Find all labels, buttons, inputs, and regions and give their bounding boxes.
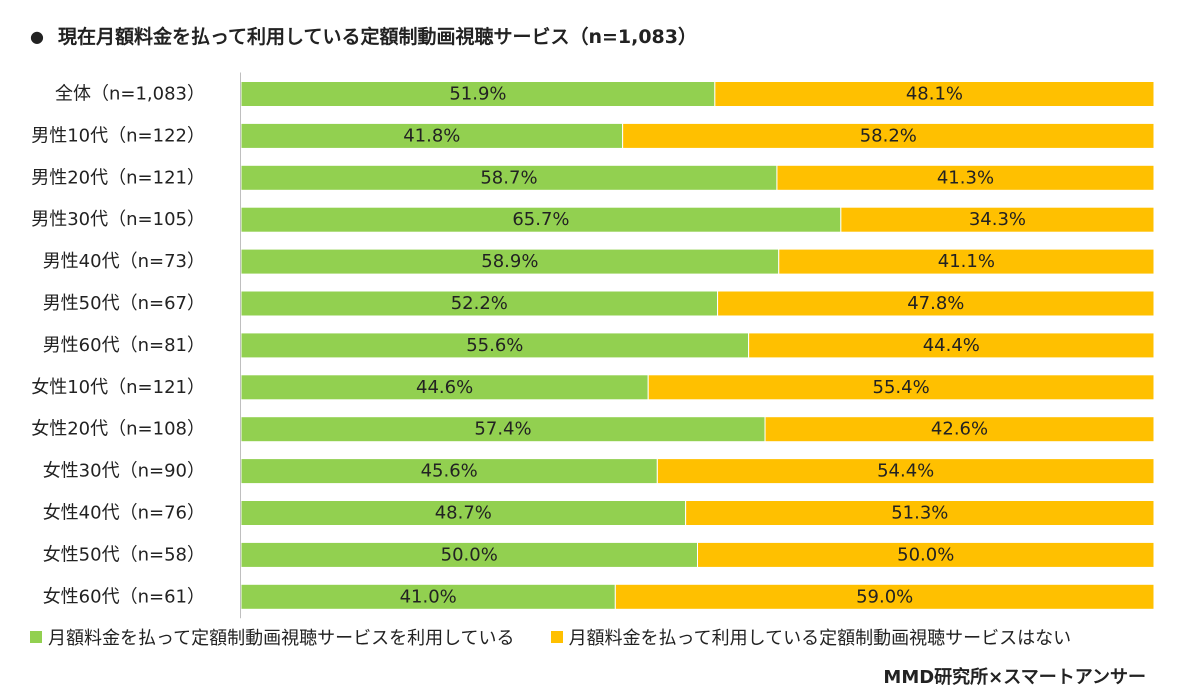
data-label: 59.0% (856, 586, 913, 607)
bar-segment-not-using (748, 332, 1155, 359)
bar-segment-using (240, 332, 750, 359)
bar-segment-using (240, 541, 698, 568)
bar-segment-not-using (840, 206, 1155, 233)
legend-item-not-using: 月額料金を払って利用している定額制動画視聴サービスはない (550, 624, 1072, 650)
data-label: 41.8% (403, 125, 460, 146)
legend-label-using: 月額料金を払って定額制動画視聴サービスを利用している (48, 628, 515, 649)
chart-title-text: 現在月額料金を払って利用している定額制動画視聴サービス（n=1,083） (57, 26, 697, 48)
category-label: 女性60代（n=61） (43, 586, 205, 607)
category-label: 男性60代（n=81） (43, 335, 205, 356)
category-label: 女性30代（n=90） (43, 461, 205, 482)
data-label: 58.7% (480, 167, 537, 188)
bar-segment-using (240, 374, 649, 401)
category-label: 女性10代（n=121） (31, 377, 205, 398)
category-label: 男性30代（n=105） (31, 209, 205, 230)
data-label: 41.0% (400, 586, 457, 607)
data-label: 55.6% (466, 335, 523, 356)
data-label: 55.4% (873, 377, 930, 398)
data-label: 41.3% (937, 167, 994, 188)
data-label: 41.1% (938, 251, 995, 272)
bar-segment-not-using (656, 458, 1155, 485)
data-label: 47.8% (907, 293, 964, 314)
legend-swatch-not-using (550, 631, 563, 643)
data-label: 44.4% (923, 335, 980, 356)
data-label: 50.0% (441, 544, 498, 565)
data-label: 48.1% (906, 84, 963, 105)
data-label: 48.7% (435, 503, 492, 524)
category-label: 全体（n=1,083） (55, 84, 205, 105)
data-label: 44.6% (416, 377, 473, 398)
bar-segment-not-using (647, 374, 1155, 401)
bar-segment-using (240, 290, 719, 317)
category-label: 女性50代（n=58） (43, 544, 205, 565)
category-label: 女性40代（n=76） (43, 503, 205, 524)
bar-segment-using (240, 206, 842, 233)
data-label: 42.6% (931, 419, 988, 440)
data-label: 58.2% (860, 125, 917, 146)
bar-segment-not-using (614, 583, 1155, 610)
bar-segment-using (240, 122, 624, 149)
data-label: 45.6% (421, 461, 478, 482)
data-label: 50.0% (897, 544, 954, 565)
data-label: 51.9% (449, 84, 506, 105)
category-label: 男性20代（n=121） (31, 167, 205, 188)
data-label: 51.3% (891, 503, 948, 524)
bar-segment-not-using (717, 290, 1155, 317)
data-label: 54.4% (877, 461, 934, 482)
data-label: 57.4% (474, 419, 531, 440)
category-label: 女性20代（n=108） (31, 419, 205, 440)
data-label: 34.3% (969, 209, 1026, 230)
legend: 月額料金を払って定額制動画視聴サービスを利用している 月額料金を払って利用してい… (30, 624, 1107, 650)
bar-segment-using (240, 458, 658, 485)
data-label: 52.2% (451, 293, 508, 314)
bar-segment-not-using (778, 248, 1155, 275)
source-credit: MMD研究所×スマートアンサー (883, 667, 1146, 688)
bar-segment-not-using (697, 541, 1155, 568)
legend-swatch-using (30, 631, 42, 643)
bar-segment-not-using (685, 500, 1155, 526)
chart-title: ● 現在月額料金を払って利用している定額制動画視聴サービス（n=1,083） (30, 22, 697, 49)
category-label: 男性50代（n=67） (43, 293, 205, 314)
bar-segment-using (240, 81, 716, 107)
category-label: 男性40代（n=73） (43, 251, 205, 272)
bar-segment-not-using (714, 81, 1155, 107)
legend-item-using: 月額料金を払って定額制動画視聴サービスを利用している (30, 624, 515, 650)
data-label: 58.9% (481, 251, 538, 272)
bar-segment-not-using (622, 122, 1155, 149)
bar-segment-using (240, 164, 778, 191)
data-label: 65.7% (512, 209, 569, 230)
bar-segment-not-using (776, 164, 1155, 191)
bar-segment-using (240, 416, 766, 443)
title-bullet: ● (30, 27, 44, 46)
bar-segment-not-using (764, 416, 1155, 443)
legend-label-not-using: 月額料金を払って利用している定額制動画視聴サービスはない (568, 628, 1072, 649)
category-label: 男性10代（n=122） (31, 125, 205, 146)
